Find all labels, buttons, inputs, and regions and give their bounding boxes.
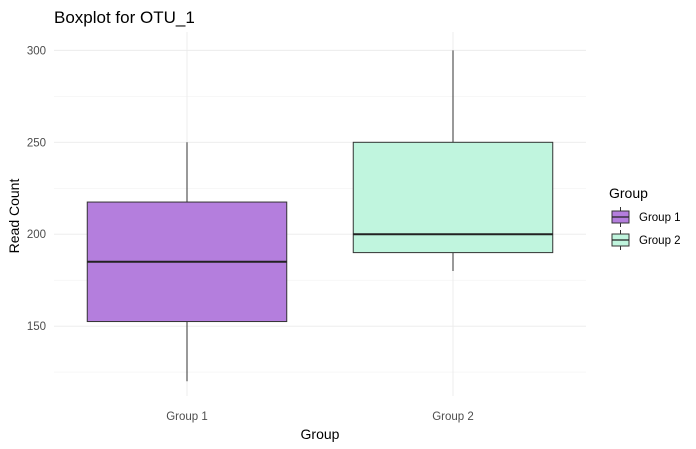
x-tick-label: Group 1 (166, 411, 208, 423)
y-axis-title: Read Count (6, 179, 22, 254)
legend-label: Group 2 (639, 235, 681, 247)
legend-label: Group 1 (639, 212, 681, 224)
x-axis-ticks: Group 1 Group 2 (166, 411, 474, 423)
legend-items: Group 1 Group 2 (611, 207, 681, 250)
legend-item: Group 2 (611, 230, 681, 250)
x-tick-label: Group 2 (432, 411, 474, 423)
y-axis-ticks: 150 200 250 300 (27, 45, 46, 333)
y-tick-label: 300 (27, 45, 46, 57)
box-group (352, 50, 554, 271)
chart-title: Boxplot for OTU_1 (54, 8, 195, 27)
box-body (352, 141, 554, 254)
legend-title: Group (609, 185, 648, 201)
legend-item: Group 1 (611, 207, 681, 227)
box-group (86, 142, 288, 382)
y-tick-label: 250 (27, 137, 46, 149)
boxes-layer (86, 50, 554, 382)
x-axis-title: Group (301, 426, 340, 442)
y-tick-label: 150 (27, 321, 46, 333)
legend: Group Group 1 Group 2 (609, 185, 681, 250)
y-tick-label: 200 (27, 229, 46, 241)
